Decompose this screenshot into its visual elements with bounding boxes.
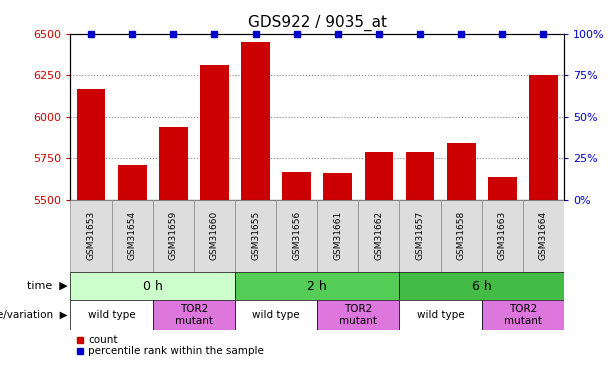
Text: 2 h: 2 h <box>307 279 327 292</box>
FancyBboxPatch shape <box>235 272 400 300</box>
FancyBboxPatch shape <box>400 272 564 300</box>
Text: GSM31656: GSM31656 <box>292 211 301 260</box>
Text: GSM31653: GSM31653 <box>86 211 96 260</box>
Text: GSM31662: GSM31662 <box>375 211 383 260</box>
Text: TOR2
mutant: TOR2 mutant <box>504 304 542 326</box>
Text: TOR2
mutant: TOR2 mutant <box>175 304 213 326</box>
Bar <box>200 65 229 200</box>
Bar <box>159 127 188 200</box>
Bar <box>324 173 352 200</box>
FancyBboxPatch shape <box>276 200 318 272</box>
FancyBboxPatch shape <box>235 200 276 272</box>
Text: GSM31657: GSM31657 <box>416 211 425 260</box>
FancyBboxPatch shape <box>318 300 400 330</box>
Text: TOR2
mutant: TOR2 mutant <box>340 304 378 326</box>
Title: GDS922 / 9035_at: GDS922 / 9035_at <box>248 15 387 31</box>
FancyBboxPatch shape <box>441 200 482 272</box>
Text: time  ▶: time ▶ <box>27 281 67 291</box>
FancyBboxPatch shape <box>112 200 153 272</box>
Text: genotype/variation  ▶: genotype/variation ▶ <box>0 310 67 320</box>
Bar <box>488 177 517 200</box>
FancyBboxPatch shape <box>235 300 318 330</box>
Bar <box>529 75 558 200</box>
Bar <box>241 42 270 200</box>
Bar <box>282 172 311 200</box>
FancyBboxPatch shape <box>70 300 153 330</box>
Bar <box>447 144 476 200</box>
Text: GSM31655: GSM31655 <box>251 211 260 260</box>
FancyBboxPatch shape <box>153 300 235 330</box>
Text: wild type: wild type <box>88 310 135 320</box>
FancyBboxPatch shape <box>153 200 194 272</box>
Bar <box>118 165 147 200</box>
FancyBboxPatch shape <box>523 200 564 272</box>
Text: GSM31660: GSM31660 <box>210 211 219 260</box>
Text: GSM31658: GSM31658 <box>457 211 466 260</box>
FancyBboxPatch shape <box>359 200 400 272</box>
FancyBboxPatch shape <box>318 200 359 272</box>
Text: GSM31664: GSM31664 <box>539 211 548 260</box>
Text: 0 h: 0 h <box>143 279 162 292</box>
Text: GSM31663: GSM31663 <box>498 211 507 260</box>
Bar <box>77 88 105 200</box>
Bar <box>365 152 394 200</box>
Bar <box>406 152 435 200</box>
Text: GSM31661: GSM31661 <box>333 211 342 260</box>
FancyBboxPatch shape <box>70 272 235 300</box>
Legend: count, percentile rank within the sample: count, percentile rank within the sample <box>75 335 264 356</box>
Text: wild type: wild type <box>417 310 465 320</box>
FancyBboxPatch shape <box>400 200 441 272</box>
FancyBboxPatch shape <box>482 200 523 272</box>
Text: wild type: wild type <box>253 310 300 320</box>
FancyBboxPatch shape <box>70 200 112 272</box>
FancyBboxPatch shape <box>194 200 235 272</box>
FancyBboxPatch shape <box>400 300 482 330</box>
FancyBboxPatch shape <box>482 300 564 330</box>
Text: GSM31659: GSM31659 <box>169 211 178 260</box>
Text: 6 h: 6 h <box>472 279 492 292</box>
Text: GSM31654: GSM31654 <box>128 211 137 260</box>
